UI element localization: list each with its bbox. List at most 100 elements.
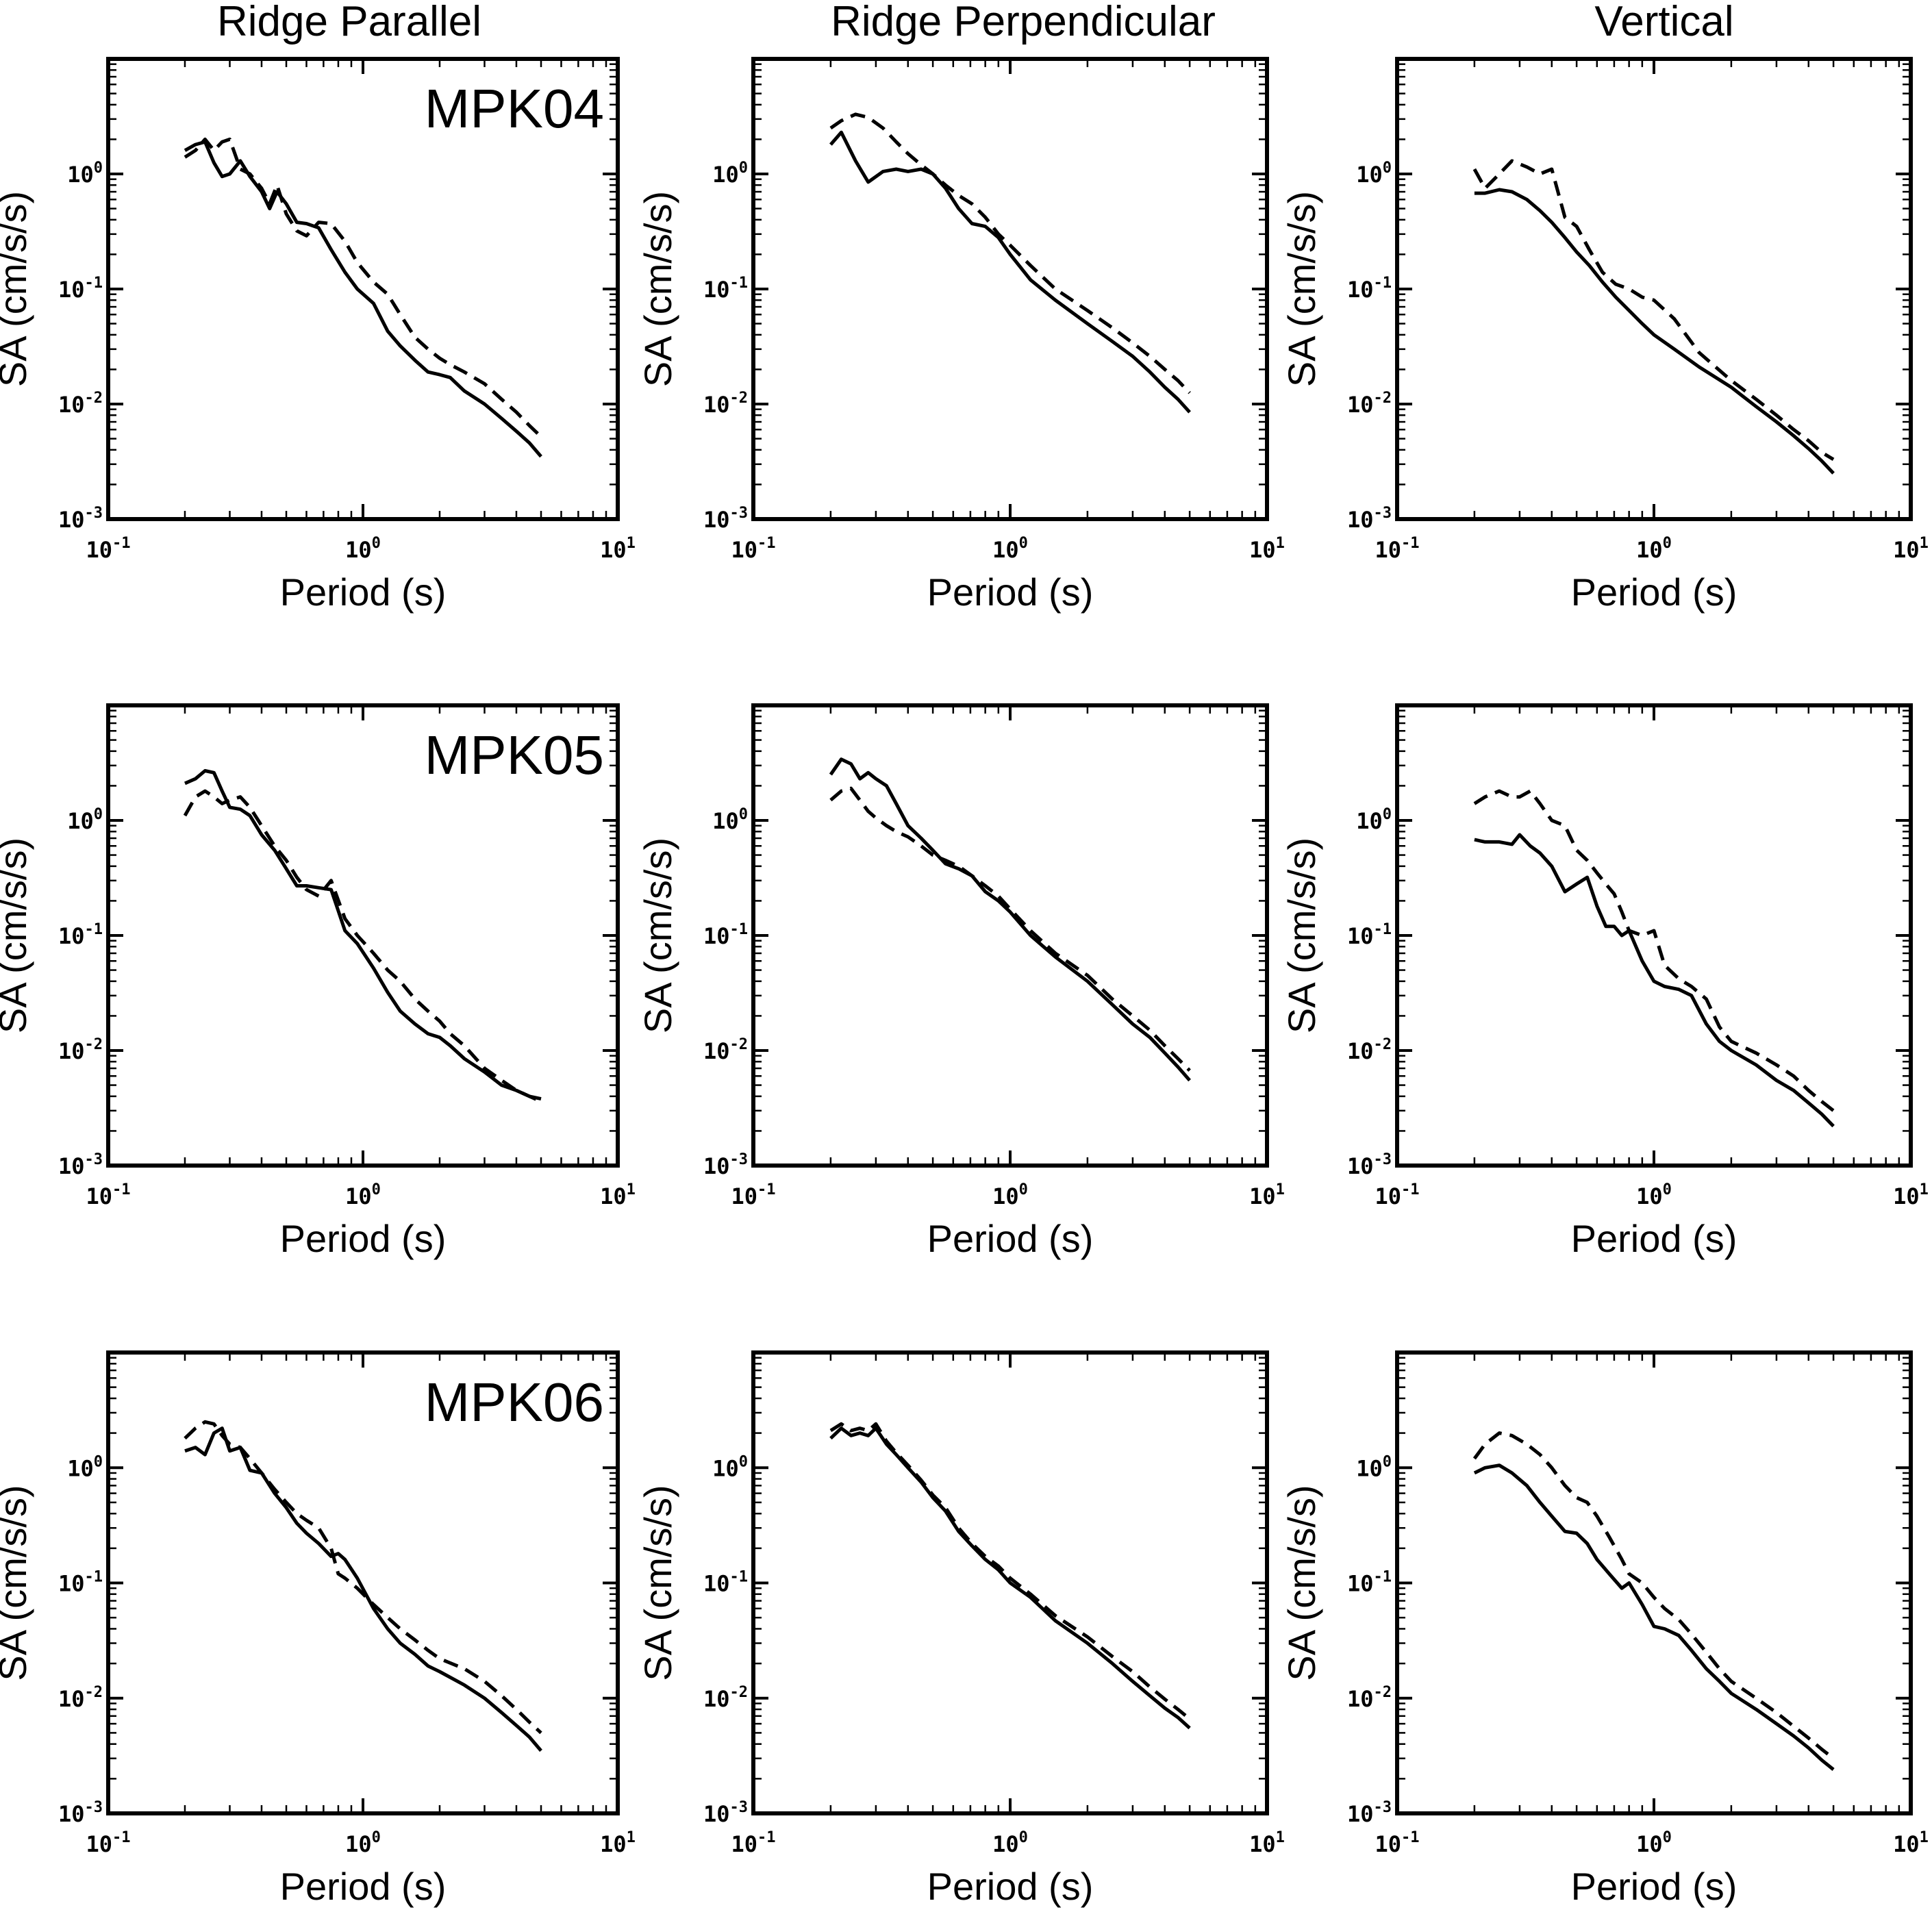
y-axis-label: SA (cm/s/s)	[636, 838, 679, 1033]
y-tick-label: 10-2	[703, 1036, 748, 1064]
plot-frame	[1395, 703, 1913, 1168]
x-axis-label: Period (s)	[927, 570, 1094, 614]
x-tick-label: 100	[1636, 1181, 1672, 1209]
x-tick-label: 100	[992, 1829, 1028, 1857]
x-tick-label: 100	[345, 1181, 381, 1209]
x-axis-label: Period (s)	[927, 1217, 1094, 1260]
x-tick-label: 10-1	[1375, 535, 1419, 563]
subplot-3: 10-1 100 101 10-3 10-2 10-1 100 MPK05 Period (s)…	[0, 703, 636, 1260]
plot-frame	[1395, 57, 1913, 521]
y-tick-label: 10-3	[1347, 505, 1392, 533]
x-tick-label: 10-1	[86, 1829, 130, 1857]
column-title-ridge-perpendicular: Ridge Perpendicular	[831, 0, 1216, 45]
series-line-dashed	[184, 1420, 542, 1735]
series-line-solid	[829, 757, 1191, 1082]
series-line-dashed	[829, 1422, 1191, 1721]
plot-frame	[1395, 1350, 1913, 1815]
y-tick-label: 10-1	[703, 921, 748, 949]
x-tick-label: 100	[345, 535, 381, 563]
x-tick-label: 101	[1249, 535, 1285, 563]
subplot-6: 10-1 100 101 10-3 10-2 10-1 100 MPK06 Period (s)…	[0, 1350, 636, 1908]
x-tick-label: 100	[992, 1181, 1028, 1209]
y-axis-label: SA (cm/s/s)	[1280, 191, 1323, 387]
y-tick-label: 100	[1356, 806, 1392, 834]
y-tick-label: 10-1	[1347, 1569, 1392, 1597]
subplot-4: 10-1 100 101 10-3 10-2 10-1 100 Period (s) SA (c…	[636, 703, 1285, 1260]
series-line-solid	[1473, 1463, 1835, 1771]
y-tick-label: 100	[712, 806, 748, 834]
series-line-solid	[1474, 188, 1835, 475]
column-title-ridge-parallel: Ridge Parallel	[217, 0, 481, 45]
x-tick-label: 101	[1893, 535, 1929, 563]
series-line-dashed	[183, 789, 542, 1103]
series-line-dashed	[829, 786, 1191, 1072]
plot-frame	[106, 57, 620, 521]
y-tick-label: 10-2	[1347, 1036, 1392, 1064]
plot-frame	[106, 703, 620, 1168]
series-line-solid	[184, 140, 542, 458]
x-axis-label: Period (s)	[1571, 1865, 1737, 1908]
x-tick-label: 100	[1636, 535, 1672, 563]
y-tick-label: 10-1	[703, 1569, 748, 1597]
series-line-solid	[829, 1426, 1191, 1730]
y-tick-label: 100	[712, 1453, 748, 1481]
y-tick-label: 100	[1356, 160, 1392, 188]
x-tick-label: 10-1	[731, 1829, 775, 1857]
x-tick-label: 10-1	[731, 1181, 775, 1209]
y-axis-label: SA (cm/s/s)	[1280, 838, 1323, 1033]
series-line-dashed	[1472, 1431, 1835, 1760]
x-tick-label: 100	[992, 535, 1028, 563]
y-tick-label: 100	[67, 806, 103, 834]
x-tick-label: 101	[600, 1829, 636, 1857]
x-tick-label: 10-1	[1375, 1829, 1419, 1857]
plot-frame	[106, 1350, 620, 1815]
y-tick-label: 10-3	[1347, 1799, 1392, 1827]
y-tick-label: 10-2	[1347, 1684, 1392, 1712]
series-line-solid	[184, 1426, 542, 1752]
y-tick-label: 10-2	[703, 1684, 748, 1712]
y-tick-label: 10-1	[58, 921, 103, 949]
y-tick-label: 10-1	[1347, 275, 1392, 303]
y-tick-label: 10-3	[1347, 1151, 1392, 1179]
x-axis-label: Period (s)	[280, 1217, 447, 1260]
column-title-vertical: Vertical	[1594, 0, 1733, 45]
subplot-8: 10-1 100 101 10-3 10-2 10-1 100 Period (s) SA (c…	[1280, 1350, 1929, 1908]
x-tick-label: 100	[1636, 1829, 1672, 1857]
series-line-dashed	[829, 112, 1191, 394]
y-tick-label: 10-2	[703, 390, 748, 418]
y-tick-label: 10-1	[1347, 921, 1392, 949]
y-tick-label: 10-3	[58, 1799, 103, 1827]
x-tick-label: 10-1	[86, 1181, 130, 1209]
y-tick-label: 10-2	[58, 1036, 103, 1064]
plot-frame	[751, 57, 1269, 521]
subplot-0: 10-1 100 101 10-3 10-2 10-1 100 MPK04 Period (s)…	[0, 57, 636, 614]
y-tick-label: 10-1	[58, 275, 103, 303]
x-tick-label: 101	[1893, 1829, 1929, 1857]
station-label: MPK05	[425, 725, 604, 785]
series-line-dashed	[1473, 789, 1835, 1112]
plot-frame	[751, 1350, 1269, 1815]
y-tick-label: 10-3	[58, 1151, 103, 1179]
x-tick-label: 101	[1249, 1181, 1285, 1209]
station-label: MPK06	[425, 1372, 604, 1433]
subplot-2: 10-1 100 101 10-3 10-2 10-1 100 Period (s) SA (c…	[1280, 57, 1929, 614]
x-tick-label: 101	[600, 535, 636, 563]
series-line-solid	[184, 769, 542, 1101]
y-tick-label: 100	[67, 160, 103, 188]
y-axis-label: SA (cm/s/s)	[0, 191, 34, 387]
x-axis-label: Period (s)	[1571, 570, 1737, 614]
y-tick-label: 10-1	[703, 275, 748, 303]
series-line-solid	[829, 130, 1191, 414]
x-axis-label: Period (s)	[280, 570, 447, 614]
subplot-1: 10-1 100 101 10-3 10-2 10-1 100 Period (s) SA (c…	[636, 57, 1285, 614]
x-tick-label: 101	[1893, 1181, 1929, 1209]
series-line-dashed	[1472, 159, 1835, 462]
y-tick-label: 10-2	[58, 1684, 103, 1712]
x-axis-label: Period (s)	[1571, 1217, 1737, 1260]
y-tick-label: 10-2	[58, 390, 103, 418]
y-axis-label: SA (cm/s/s)	[1280, 1485, 1323, 1681]
y-axis-label: SA (cm/s/s)	[636, 1485, 679, 1681]
x-tick-label: 10-1	[1375, 1181, 1419, 1209]
y-axis-label: SA (cm/s/s)	[0, 1485, 34, 1681]
